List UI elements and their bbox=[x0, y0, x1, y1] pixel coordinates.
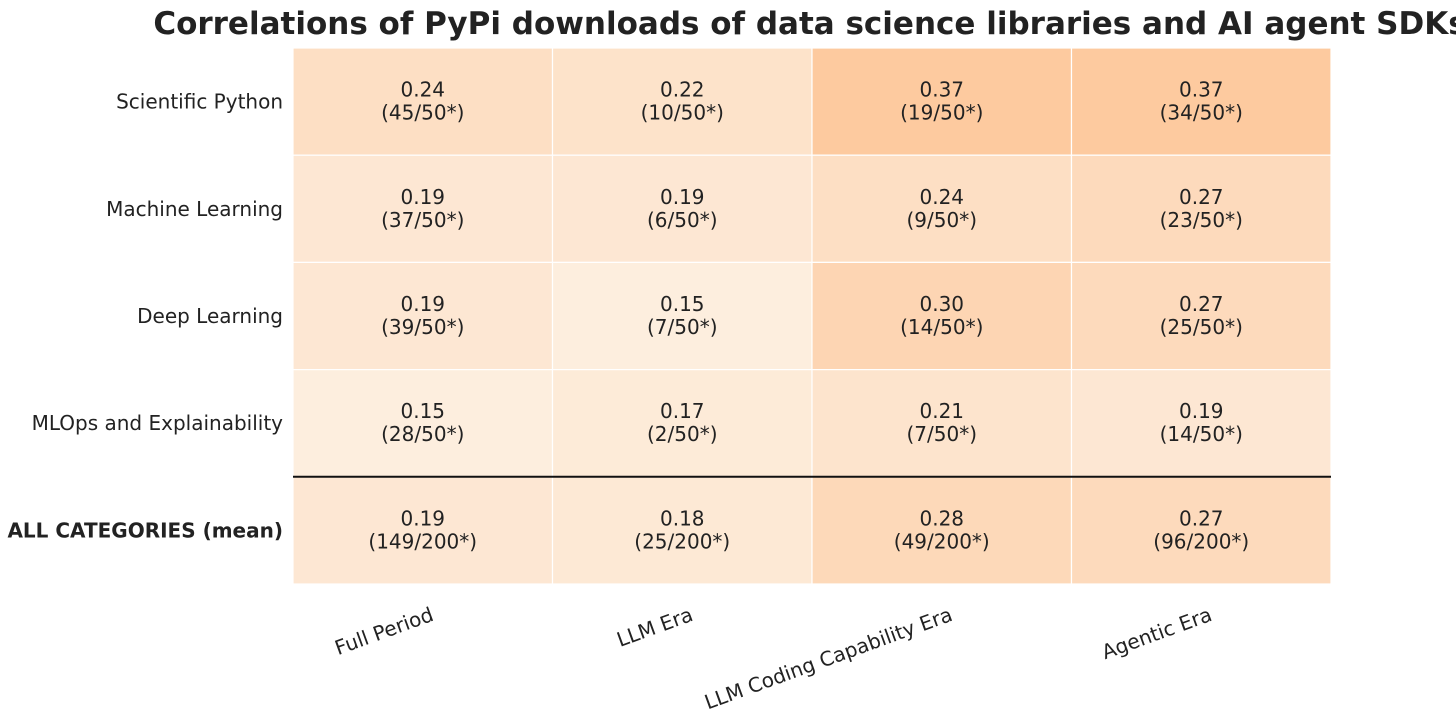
cell-value-label: 0.37 bbox=[919, 78, 964, 102]
cell-count-label: (49/200*) bbox=[894, 529, 990, 553]
cell-count-label: (39/50*) bbox=[381, 315, 464, 339]
column-tick-label: LLM Coding Capability Era bbox=[701, 602, 955, 710]
heatmap-cell bbox=[1070, 154, 1332, 263]
cell-value-label: 0.22 bbox=[660, 78, 705, 102]
heatmap-cell bbox=[1070, 261, 1332, 371]
heatmap-cell bbox=[292, 47, 554, 156]
row-tick-label: MLOps and Explainability bbox=[32, 411, 284, 435]
cell-count-label: (10/50*) bbox=[641, 101, 724, 125]
cell-count-label: (6/50*) bbox=[647, 208, 718, 232]
heatmap-cell bbox=[1070, 47, 1332, 156]
heatmap-cell bbox=[551, 369, 813, 478]
cell-count-label: (19/50*) bbox=[900, 101, 983, 125]
cell-count-label: (28/50*) bbox=[381, 422, 464, 446]
heatmap-cell bbox=[1070, 369, 1332, 478]
cell-count-label: (9/50*) bbox=[906, 208, 977, 232]
heatmap-cell bbox=[551, 476, 813, 585]
cell-value-label: 0.27 bbox=[1179, 185, 1224, 209]
cell-value-label: 0.17 bbox=[660, 399, 705, 423]
heatmap-cell bbox=[292, 369, 554, 478]
cell-value-label: 0.37 bbox=[1179, 78, 1224, 102]
cell-value-label: 0.15 bbox=[400, 399, 445, 423]
column-tick-label: LLM Era bbox=[614, 602, 696, 652]
cell-value-label: 0.24 bbox=[919, 185, 964, 209]
cell-value-label: 0.28 bbox=[919, 506, 964, 530]
cell-value-label: 0.27 bbox=[1179, 506, 1224, 530]
cell-count-label: (37/50*) bbox=[381, 208, 464, 232]
column-tick-label: Full Period bbox=[332, 602, 437, 660]
heatmap-cell bbox=[811, 47, 1073, 156]
row-tick-label: ALL CATEGORIES (mean) bbox=[7, 518, 283, 542]
row-tick-label: Machine Learning bbox=[106, 197, 283, 221]
cell-count-label: (14/50*) bbox=[900, 315, 983, 339]
cell-value-label: 0.18 bbox=[660, 506, 705, 530]
cell-value-label: 0.15 bbox=[660, 292, 705, 316]
cell-value-label: 0.19 bbox=[1179, 399, 1224, 423]
cell-value-label: 0.30 bbox=[919, 292, 964, 316]
cell-count-label: (23/50*) bbox=[1160, 208, 1243, 232]
heatmap-cell bbox=[551, 261, 813, 371]
cell-value-label: 0.21 bbox=[919, 399, 964, 423]
cell-value-label: 0.19 bbox=[400, 185, 445, 209]
cell-value-label: 0.19 bbox=[400, 292, 445, 316]
row-labels: Scientific Python Machine Learning Deep Le… bbox=[7, 90, 283, 543]
cell-count-label: (96/200*) bbox=[1153, 529, 1249, 553]
heatmap-cell bbox=[292, 154, 554, 263]
cell-count-label: (25/200*) bbox=[634, 529, 730, 553]
heatmap-cell bbox=[811, 369, 1073, 478]
cell-value-label: 0.27 bbox=[1179, 292, 1224, 316]
chart-title: Correlations of PyPi downloads of data s… bbox=[153, 6, 1456, 42]
row-tick-label: Scientific Python bbox=[116, 90, 283, 114]
cell-count-label: (7/50*) bbox=[906, 422, 977, 446]
row-tick-label: Deep Learning bbox=[137, 304, 283, 328]
cell-count-label: (14/50*) bbox=[1160, 422, 1243, 446]
heatmap-cell-labels: 0.24(45/50*)0.22(10/50*)0.37(19/50*)0.37… bbox=[368, 78, 1249, 554]
heatmap-cells bbox=[292, 47, 1332, 585]
cell-count-label: (25/50*) bbox=[1160, 315, 1243, 339]
cell-count-label: (149/200*) bbox=[368, 529, 477, 553]
heatmap-cell bbox=[292, 476, 554, 585]
cell-count-label: (7/50*) bbox=[647, 315, 718, 339]
cell-count-label: (34/50*) bbox=[1160, 101, 1243, 125]
heatmap-cell bbox=[551, 154, 813, 263]
cell-value-label: 0.24 bbox=[400, 78, 445, 102]
column-labels: Full Period LLM Era LLM Coding Capability … bbox=[332, 602, 1215, 710]
cell-count-label: (2/50*) bbox=[647, 422, 718, 446]
column-tick-label: Agentic Era bbox=[1098, 602, 1214, 664]
cell-count-label: (45/50*) bbox=[381, 101, 464, 125]
cell-value-label: 0.19 bbox=[400, 506, 445, 530]
heatmap-cell bbox=[551, 47, 813, 156]
cell-value-label: 0.19 bbox=[660, 185, 705, 209]
heatmap-cell bbox=[811, 476, 1073, 585]
heatmap-cell bbox=[1070, 476, 1332, 585]
